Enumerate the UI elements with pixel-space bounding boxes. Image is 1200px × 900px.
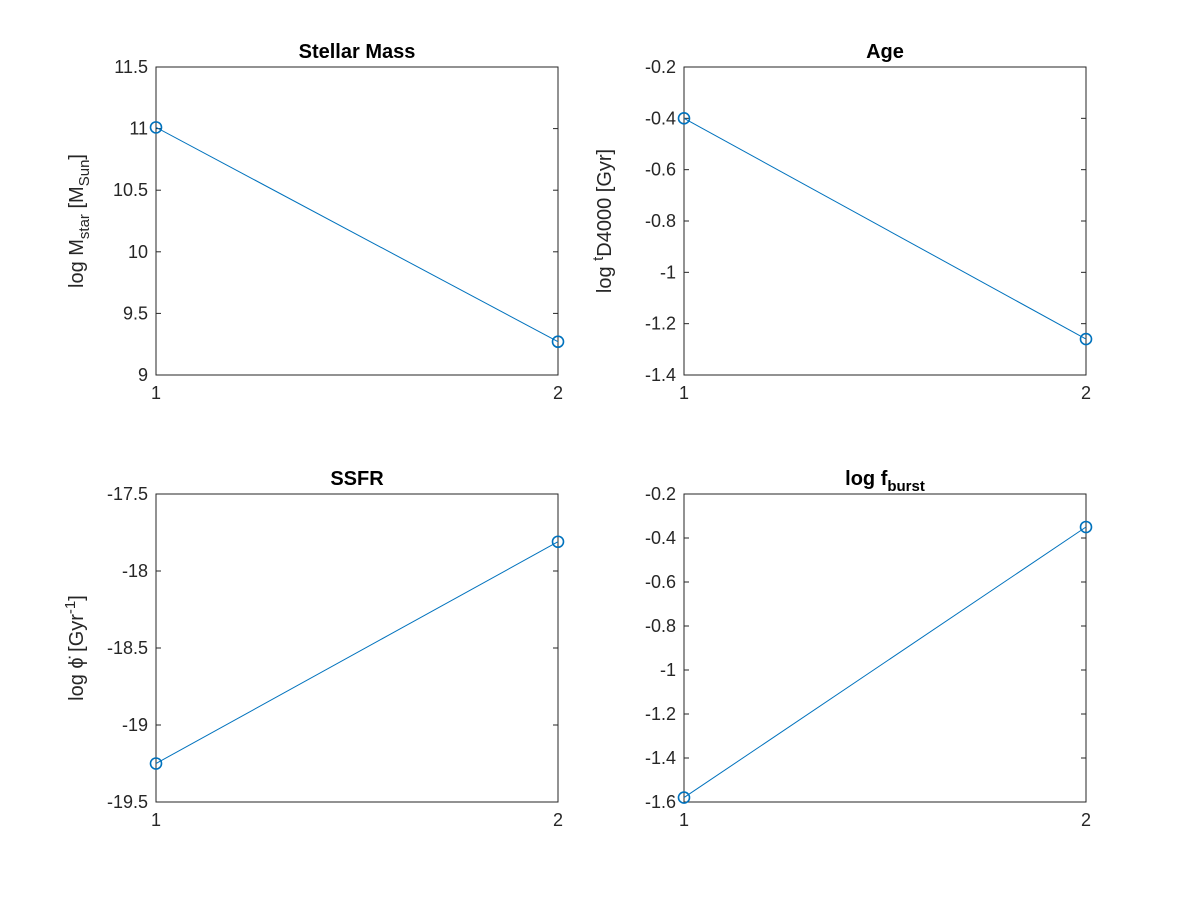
y-tick-label: 11 xyxy=(129,119,148,139)
panel-title: log fburst xyxy=(845,468,925,495)
data-point xyxy=(149,757,163,770)
y-tick-label: -0.8 xyxy=(645,616,676,636)
x-tick-label: 1 xyxy=(679,810,689,830)
y-tick-label: -1.2 xyxy=(645,704,676,724)
axes-box xyxy=(155,493,559,803)
y-tick-label: 10 xyxy=(128,242,148,262)
axes-box xyxy=(683,493,1087,803)
y-axis-label: log Mstar [MSun] xyxy=(66,154,93,288)
data-point xyxy=(551,335,565,349)
x-tick-label: 1 xyxy=(151,383,161,403)
data-point xyxy=(1079,332,1093,346)
y-tick-label: -0.8 xyxy=(645,211,676,231)
y-tick-label: -0.4 xyxy=(645,108,676,128)
axes-box xyxy=(683,66,1087,376)
y-axis-label: log tD4000 [Gyr] xyxy=(590,149,616,293)
y-tick-label: 9 xyxy=(138,365,148,385)
series-line xyxy=(683,526,1087,799)
series-line xyxy=(155,126,559,343)
y-tick-label: -0.2 xyxy=(645,484,676,504)
data-point xyxy=(677,112,691,125)
y-tick-label: -1.4 xyxy=(645,365,676,385)
y-tick-label: -0.2 xyxy=(645,57,676,77)
data-point xyxy=(551,535,565,549)
panel-title: Age xyxy=(866,41,904,63)
y-tick-label: -1.6 xyxy=(645,792,676,812)
subplot-2: -1.4 -1.2 -1 -0.8 -0.6 -0.4 -0.2 1 2 Age log tD400… xyxy=(590,41,1093,403)
y-tick-label: -0.4 xyxy=(645,528,676,548)
y-tick-label: -19 xyxy=(122,715,148,735)
y-tick-label: -0.6 xyxy=(645,160,676,180)
y-tick-label: 10.5 xyxy=(113,180,148,200)
y-tick-label: -1 xyxy=(660,660,676,680)
y-tick-label: -18 xyxy=(122,561,148,581)
x-tick-label: 2 xyxy=(1081,383,1091,403)
x-tick-label: 2 xyxy=(553,810,563,830)
y-tick-label: -1.4 xyxy=(645,748,676,768)
x-tick-label: 2 xyxy=(553,383,563,403)
y-tick-label: -0.6 xyxy=(645,572,676,592)
y-tick-label: -1 xyxy=(660,262,676,282)
subplot-4: -1.6 -1.4 -1.2 -1 -0.8 -0.6 -0.4 -0.2 1 2 log fbur… xyxy=(645,468,1093,830)
data-point xyxy=(149,121,163,134)
x-tick-label: 1 xyxy=(679,383,689,403)
axes-box xyxy=(155,66,559,376)
y-tick-label: 9.5 xyxy=(123,303,148,323)
panel-title: SSFR xyxy=(330,468,384,490)
series-line xyxy=(155,541,559,764)
y-tick-label: -17.5 xyxy=(107,484,148,504)
y-tick-label: 11.5 xyxy=(114,57,148,77)
data-point xyxy=(1079,520,1093,534)
y-tick-label: -18.5 xyxy=(107,638,148,658)
series-line xyxy=(683,117,1087,340)
y-axis-label: log ϕ̇ [Gyr-1] xyxy=(62,595,88,701)
subplot-3: -19.5 -19 -18.5 -18 -17.5 1 2 SSFR log ϕ̇ [Gyr-1… xyxy=(62,468,565,830)
panel-title: Stellar Mass xyxy=(299,41,416,63)
data-point xyxy=(677,791,691,804)
y-tick-label: -19.5 xyxy=(107,792,148,812)
subplot-1: 9 9.5 10 10.5 11 11.5 1 2 Stellar Mass log Mstar … xyxy=(66,41,565,403)
x-tick-label: 2 xyxy=(1081,810,1091,830)
y-tick-label: -1.2 xyxy=(645,314,676,334)
x-tick-label: 1 xyxy=(151,810,161,830)
